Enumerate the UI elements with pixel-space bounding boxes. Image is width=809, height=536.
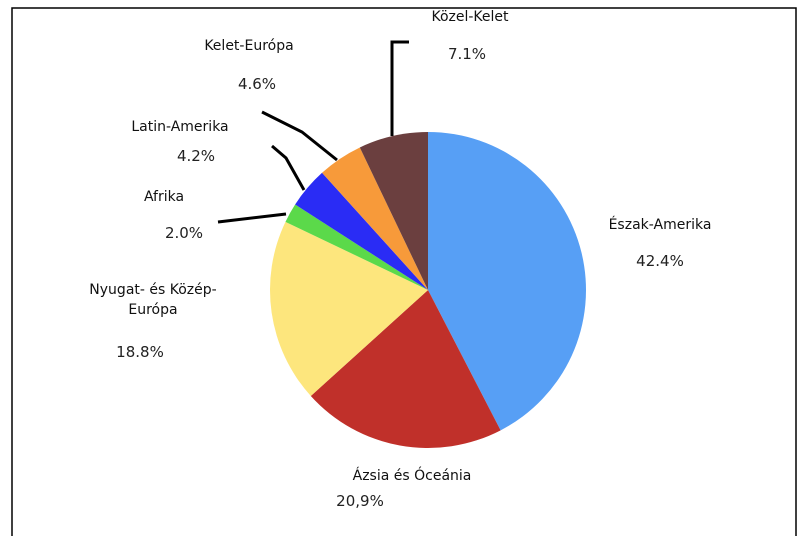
leader-line xyxy=(261,110,338,162)
slice-label: Közel-Kelet xyxy=(431,9,509,25)
value-label: 4.6% xyxy=(237,75,277,93)
pie-slice xyxy=(322,147,428,290)
leader-line xyxy=(390,40,409,136)
value-label: 4.2% xyxy=(176,147,216,165)
pie-slice xyxy=(428,132,586,431)
pie-slice xyxy=(359,132,428,290)
leader-line xyxy=(217,212,287,224)
leader-line xyxy=(271,144,306,191)
leader-lines xyxy=(217,40,409,224)
slice-label: Észak-Amerika xyxy=(608,217,712,233)
pie-slice xyxy=(285,204,428,290)
slice-label: Afrika xyxy=(143,189,185,205)
pie-slice xyxy=(270,221,428,396)
slice-label: Nyugat- és Közép-Európa xyxy=(89,282,217,318)
value-label: 20,9% xyxy=(336,492,384,510)
frame xyxy=(11,7,797,536)
pie-slice xyxy=(310,290,501,449)
value-label: 7.1% xyxy=(447,45,487,63)
slice-label: Latin-Amerika xyxy=(131,119,229,135)
slice-label: Ázsia és Óceánia xyxy=(352,468,472,484)
slice-label: Kelet-Európa xyxy=(204,38,294,54)
value-label: 2.0% xyxy=(164,224,204,242)
value-label: 42.4% xyxy=(636,252,684,270)
pie-slice xyxy=(295,172,428,290)
value-label: 18.8% xyxy=(116,343,164,361)
